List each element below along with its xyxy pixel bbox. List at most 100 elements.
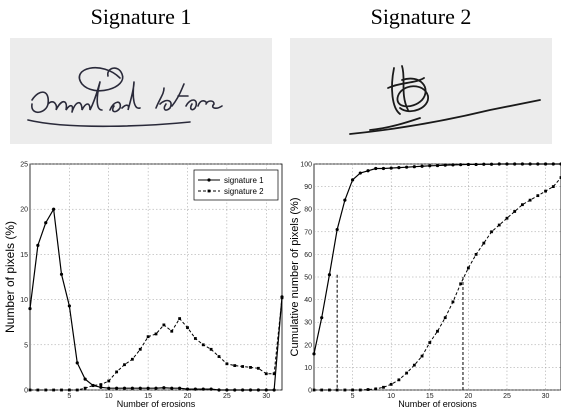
series-2-point <box>521 203 524 207</box>
series-2-point <box>138 347 142 351</box>
series-2-point <box>209 347 213 351</box>
signature-1-image <box>10 38 272 144</box>
series-2-point <box>154 332 158 336</box>
y-tick-label: 20 <box>304 342 312 349</box>
chart-number-of-pixels: 5 10 15 20 25 30 0 5 10 15 20 25 Number of erosions N… <box>3 162 284 409</box>
series-2-point <box>170 329 174 333</box>
x-tick-label: 15 <box>144 393 152 400</box>
series-2-point <box>536 194 540 198</box>
series-1-point <box>209 387 213 391</box>
series-1-point <box>428 164 432 168</box>
legend-box <box>193 169 279 201</box>
series-1-point <box>451 163 455 167</box>
series-2-point <box>474 253 478 256</box>
series-1-point <box>44 221 48 225</box>
series-2-point <box>146 335 150 339</box>
series-2-point <box>405 371 409 375</box>
series-line-1 <box>313 163 561 354</box>
x-tick-label: 30 <box>262 393 270 400</box>
signature-2-strokes <box>349 65 541 135</box>
series-1-point <box>312 352 316 356</box>
y-tick-label: 15 <box>20 252 28 259</box>
series-2-point <box>505 216 509 220</box>
series-2-point <box>366 388 370 391</box>
series-1-point <box>217 388 221 392</box>
plot-frame <box>29 163 283 391</box>
series-1-point <box>138 386 142 390</box>
series-1-point <box>130 386 134 390</box>
series-1-point <box>551 162 555 166</box>
series-1-point <box>466 162 470 167</box>
series-1-point <box>233 388 237 392</box>
series-2-point <box>513 210 517 213</box>
series-1-point <box>162 386 166 390</box>
series-2-point <box>358 388 362 392</box>
y-tick-label: 70 <box>304 229 312 236</box>
x-tick-label: 20 <box>184 393 192 400</box>
series-2-point <box>115 370 119 374</box>
y-tick-label: 100 <box>300 162 312 169</box>
signature-2-title: Signature 2 <box>370 4 472 29</box>
series-2-point <box>201 343 205 347</box>
series-2-point <box>249 366 252 369</box>
y-tick-label: 0 <box>308 388 312 395</box>
signature-1-strokes <box>27 67 223 128</box>
series-2-point <box>75 388 79 392</box>
series-2-point <box>36 388 40 392</box>
series-2-point <box>335 388 339 392</box>
legend-marker-1 <box>207 178 211 182</box>
series-2-point <box>490 230 493 234</box>
series-line-2 <box>30 297 283 391</box>
series-2-point <box>233 364 237 367</box>
series-2-point <box>374 387 378 391</box>
x-tick-label: 20 <box>464 393 472 400</box>
series-1-point <box>146 386 150 390</box>
series-2-point <box>544 189 547 193</box>
x-tick-label: 15 <box>426 393 434 400</box>
series-1-point <box>28 307 32 311</box>
series-1-point <box>420 164 424 168</box>
series-2-point <box>186 326 189 330</box>
series-1-point <box>67 304 71 308</box>
series-2-point <box>44 388 48 392</box>
series-line-2 <box>314 177 561 391</box>
series-1-point <box>327 273 332 277</box>
series-2-point <box>428 341 432 344</box>
series-2-point <box>280 296 284 300</box>
x-tick-label: 25 <box>223 393 231 400</box>
legend-marker-2 <box>207 189 211 193</box>
series-2-point <box>91 384 95 387</box>
series-1-point <box>397 166 401 170</box>
signature-2-image <box>290 38 552 144</box>
legend-label-1: signature 1 <box>224 176 264 185</box>
y-tick-label: 10 <box>20 297 28 304</box>
series-1-point <box>83 377 87 381</box>
series-1-point <box>154 386 158 390</box>
x-tick-label: 10 <box>387 393 395 400</box>
series-1-point <box>241 388 245 392</box>
series-2-point <box>389 382 393 386</box>
series-1-point <box>443 163 447 167</box>
y-tick-label: 80 <box>304 207 312 214</box>
series-1-point <box>497 162 501 166</box>
y-axis-label: Cumulative number of pixels (%) <box>289 198 301 357</box>
series-line-1 <box>29 207 283 391</box>
series-2-point <box>272 372 276 376</box>
series-1-point <box>366 169 370 173</box>
series-1-point <box>513 162 517 166</box>
series-1-point <box>335 227 339 232</box>
series-1-point <box>505 162 509 166</box>
series-1-point <box>201 387 205 391</box>
series-1-point <box>520 162 525 166</box>
y-tick-label: 40 <box>304 297 312 304</box>
series-1-point <box>178 386 182 390</box>
series-1-point <box>528 162 532 166</box>
series-1-point <box>343 198 347 202</box>
y-tick-label: 5 <box>24 342 28 349</box>
x-tick-label: 25 <box>503 393 511 400</box>
series-2-point <box>67 388 71 392</box>
series-1-point <box>320 316 324 320</box>
series-1-point <box>115 386 119 390</box>
series-1-point <box>358 171 362 175</box>
series-2-point <box>312 388 316 392</box>
